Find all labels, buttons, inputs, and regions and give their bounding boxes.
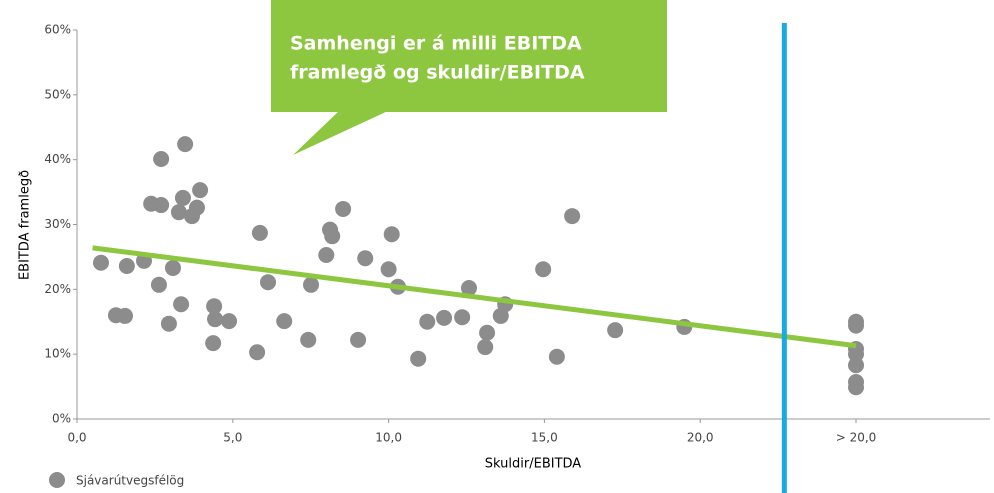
point <box>118 257 135 274</box>
point <box>318 246 335 263</box>
point <box>607 322 624 339</box>
point <box>150 276 167 293</box>
callout-box <box>271 0 667 112</box>
point <box>479 324 496 341</box>
point <box>206 298 223 315</box>
point <box>848 346 865 363</box>
point <box>188 199 205 216</box>
point <box>564 208 581 225</box>
point <box>535 261 552 278</box>
x-tick-label: 10,0 <box>375 431 402 445</box>
callout-pointer <box>293 110 390 155</box>
point <box>848 379 865 396</box>
point <box>205 335 222 352</box>
y-tick-label: 30% <box>44 217 71 231</box>
point <box>164 259 181 276</box>
y-axis-title: EBITDA framlegð <box>18 170 33 280</box>
y-tick-label: 10% <box>44 347 71 361</box>
point <box>251 224 268 241</box>
x-tick-label: 5,0 <box>223 431 242 445</box>
point <box>454 309 471 326</box>
point <box>221 313 238 330</box>
y-tick-label: 0% <box>52 412 71 426</box>
point <box>548 348 565 365</box>
point <box>260 274 277 291</box>
y-tick-label: 60% <box>44 23 71 37</box>
point <box>410 350 427 367</box>
point <box>249 344 266 361</box>
x-axis-title: Skuldir/EBITDA <box>485 457 582 472</box>
y-tick-label: 40% <box>44 152 71 166</box>
point <box>153 197 170 214</box>
y-tick-label: 50% <box>44 87 71 101</box>
trendline <box>92 245 857 349</box>
point <box>848 317 865 334</box>
point <box>276 313 293 330</box>
point <box>303 276 320 293</box>
point <box>170 204 187 221</box>
x-tick-label: 0,0 <box>67 431 86 445</box>
point <box>477 339 494 356</box>
point <box>460 280 477 297</box>
point <box>207 311 224 328</box>
point <box>160 315 177 332</box>
x-tick-label: 15,0 <box>531 431 558 445</box>
point <box>357 250 374 267</box>
point <box>173 296 190 313</box>
point <box>380 261 397 278</box>
point <box>419 313 436 330</box>
point <box>300 331 317 348</box>
point <box>92 254 109 271</box>
point <box>350 331 367 348</box>
callout: Samhengi er á milli EBITDA framlegð og s… <box>271 0 667 155</box>
point <box>335 200 352 217</box>
point <box>174 189 191 206</box>
point <box>177 136 194 153</box>
legend-marker <box>49 472 65 488</box>
x-tick-label: > 20,0 <box>836 431 877 445</box>
point <box>116 307 133 324</box>
callout-line: framlegð og skuldir/EBITDA <box>290 62 585 84</box>
point <box>383 226 400 243</box>
callout-line: Samhengi er á milli EBITDA <box>290 33 582 55</box>
legend-label: Sjávarútvegsfélög <box>76 474 184 488</box>
y-tick-label: 20% <box>44 282 71 296</box>
point <box>324 228 341 245</box>
point <box>848 357 865 374</box>
point <box>436 309 453 326</box>
point <box>153 151 170 168</box>
x-tick-label: 20,0 <box>687 431 714 445</box>
point <box>192 182 209 199</box>
